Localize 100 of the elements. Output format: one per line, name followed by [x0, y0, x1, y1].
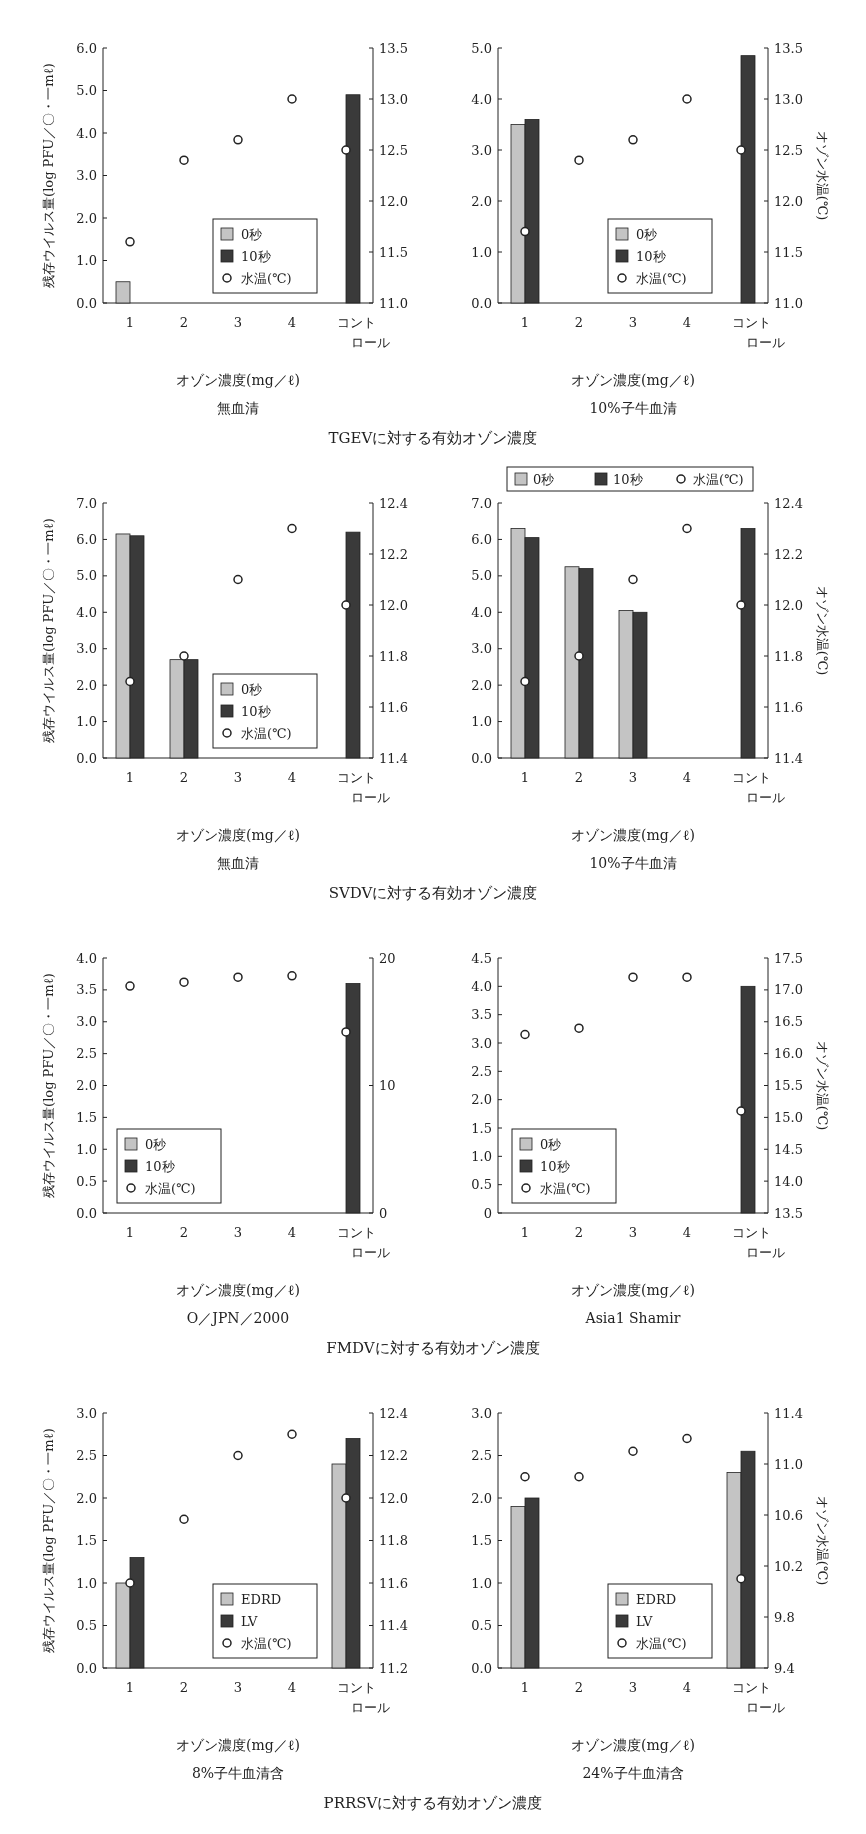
point: [125, 676, 135, 687]
legend-label: 10秒: [145, 1159, 175, 1174]
x-tick-label: 4: [287, 770, 297, 785]
y-tick-label: 6.0: [76, 40, 97, 56]
x-tick-label: 3: [628, 315, 638, 330]
y-tick-label: 2.5: [76, 1448, 97, 1464]
point: [125, 237, 135, 247]
y2-tick-label: 12.0: [774, 597, 803, 613]
y-tick-label: 2.0: [76, 1490, 97, 1506]
y2-tick-label: 11.6: [379, 699, 408, 715]
y2-tick-label: 13.5: [774, 1205, 803, 1221]
text: TGEVに対する有効オゾン濃度: [328, 429, 538, 447]
text: 8%子牛血清含: [191, 1765, 285, 1781]
x-tick-label: コントロール: [336, 770, 390, 805]
legend-label: 10秒: [241, 704, 271, 719]
y-tick-label: 2.0: [471, 1092, 492, 1108]
y-tick-label: 5.0: [76, 83, 97, 99]
x-tick-label: 2: [574, 315, 584, 330]
y-tick-label: 2.5: [471, 1448, 492, 1464]
point: [233, 972, 243, 982]
point: [520, 1472, 530, 1482]
y-tick-label: 4.0: [76, 125, 97, 141]
text: 24%子牛血清含: [582, 1765, 684, 1781]
text: O／JPN／2000: [186, 1310, 290, 1326]
y-tick-label: 2.5: [76, 1046, 97, 1062]
legend-label: 10秒: [636, 249, 666, 264]
point: [341, 1493, 351, 1503]
y-tick-label: 7.0: [471, 495, 492, 511]
x-tick-label: コントロール: [731, 770, 785, 805]
point: [574, 651, 584, 661]
x-tick-label: コントロール: [336, 1225, 390, 1260]
legend-label: 0秒: [241, 682, 263, 697]
text: 無血清: [217, 400, 259, 416]
legend-label: 0秒: [636, 227, 658, 242]
point: [287, 1429, 297, 1439]
point: [682, 94, 692, 104]
y-tick-label: 4.5: [471, 950, 492, 966]
y-tick-label: 2.5: [471, 1063, 492, 1079]
y-tick-label: 6.0: [471, 531, 492, 547]
y-tick-label: 1.5: [76, 1533, 97, 1549]
text: SVDVに対する有効オゾン濃度: [328, 884, 538, 902]
x-tick-label: 1: [125, 1225, 135, 1240]
point: [736, 145, 746, 155]
y2-tick-label: 16.5: [774, 1014, 803, 1030]
point: [233, 574, 243, 585]
x-tick-label: 1: [125, 1680, 135, 1695]
x-tick-label: 4: [287, 1225, 297, 1240]
x-axis-title: オゾン濃度(mg／ℓ): [571, 1737, 695, 1753]
y2-tick-label: 15.5: [774, 1078, 803, 1094]
point: [233, 135, 243, 145]
y2-tick-label: 11.0: [774, 295, 803, 311]
y-tick-label: 3.0: [76, 641, 97, 657]
y2-tick-label: 11.4: [774, 750, 803, 766]
x-axis-title: オゾン濃度(mg／ℓ): [176, 1282, 300, 1298]
point: [125, 1578, 135, 1588]
y-tick-label: 3.5: [471, 1007, 492, 1023]
y-tick-label: 1.0: [471, 714, 492, 730]
point: [628, 135, 638, 145]
y2-tick-label: 11.8: [379, 1533, 408, 1549]
legend-label: 水温(℃): [693, 472, 744, 487]
y2-tick-label: 11.6: [379, 1575, 408, 1591]
y-tick-label: 1.0: [76, 1141, 97, 1157]
x-tick-label: 1: [125, 315, 135, 330]
y-tick-label: 0.5: [76, 1618, 97, 1634]
x-tick-label: コントロール: [731, 1680, 785, 1715]
y-tick-label: 1.0: [76, 253, 97, 269]
x-tick-label: コントロール: [731, 315, 785, 350]
y-tick-label: 0.5: [76, 1173, 97, 1189]
legend-label: 10秒: [613, 472, 643, 487]
y2-tick-label: 13.5: [379, 40, 408, 56]
point: [287, 523, 297, 534]
y2-tick-label: 12.0: [379, 193, 408, 209]
y-tick-label: 1.5: [471, 1533, 492, 1549]
x-tick-label: 3: [233, 1680, 243, 1695]
legend-label: 水温(℃): [241, 726, 292, 741]
y2-tick-label: 12.2: [379, 546, 408, 562]
point: [520, 1029, 530, 1040]
y-axis-title: 残存ウイルス量(log PFU／〇・一mℓ): [41, 973, 56, 1198]
y-tick-label: 1.0: [76, 714, 97, 730]
x-tick-label: 2: [179, 770, 189, 785]
y2-axis-title: オゾン水温(℃): [815, 130, 830, 221]
y2-tick-label: 11.2: [379, 1660, 408, 1676]
legend-label: EDRD: [636, 1592, 677, 1607]
point: [341, 600, 351, 610]
y-tick-label: 1.0: [471, 1148, 492, 1164]
text: 無血清: [217, 855, 259, 871]
x-axis-title: オゾン濃度(mg／ℓ): [571, 827, 695, 843]
x-tick-label: 1: [520, 315, 530, 330]
x-tick-label: 3: [628, 1225, 638, 1240]
x-tick-label: 3: [628, 770, 638, 785]
y-axis-title: 残存ウイルス量(log PFU／〇・一mℓ): [41, 1428, 56, 1653]
y-tick-label: 0.0: [471, 1660, 492, 1676]
x-axis-title: オゾン濃度(mg／ℓ): [176, 827, 300, 843]
y-tick-label: 0.0: [76, 1205, 97, 1221]
x-tick-label: 1: [520, 770, 530, 785]
x-axis-title: オゾン濃度(mg／ℓ): [176, 372, 300, 388]
point: [520, 226, 530, 237]
y2-tick-label: 11.0: [774, 1456, 803, 1472]
y-tick-label: 1.5: [471, 1120, 492, 1136]
y-tick-label: 7.0: [76, 495, 97, 511]
